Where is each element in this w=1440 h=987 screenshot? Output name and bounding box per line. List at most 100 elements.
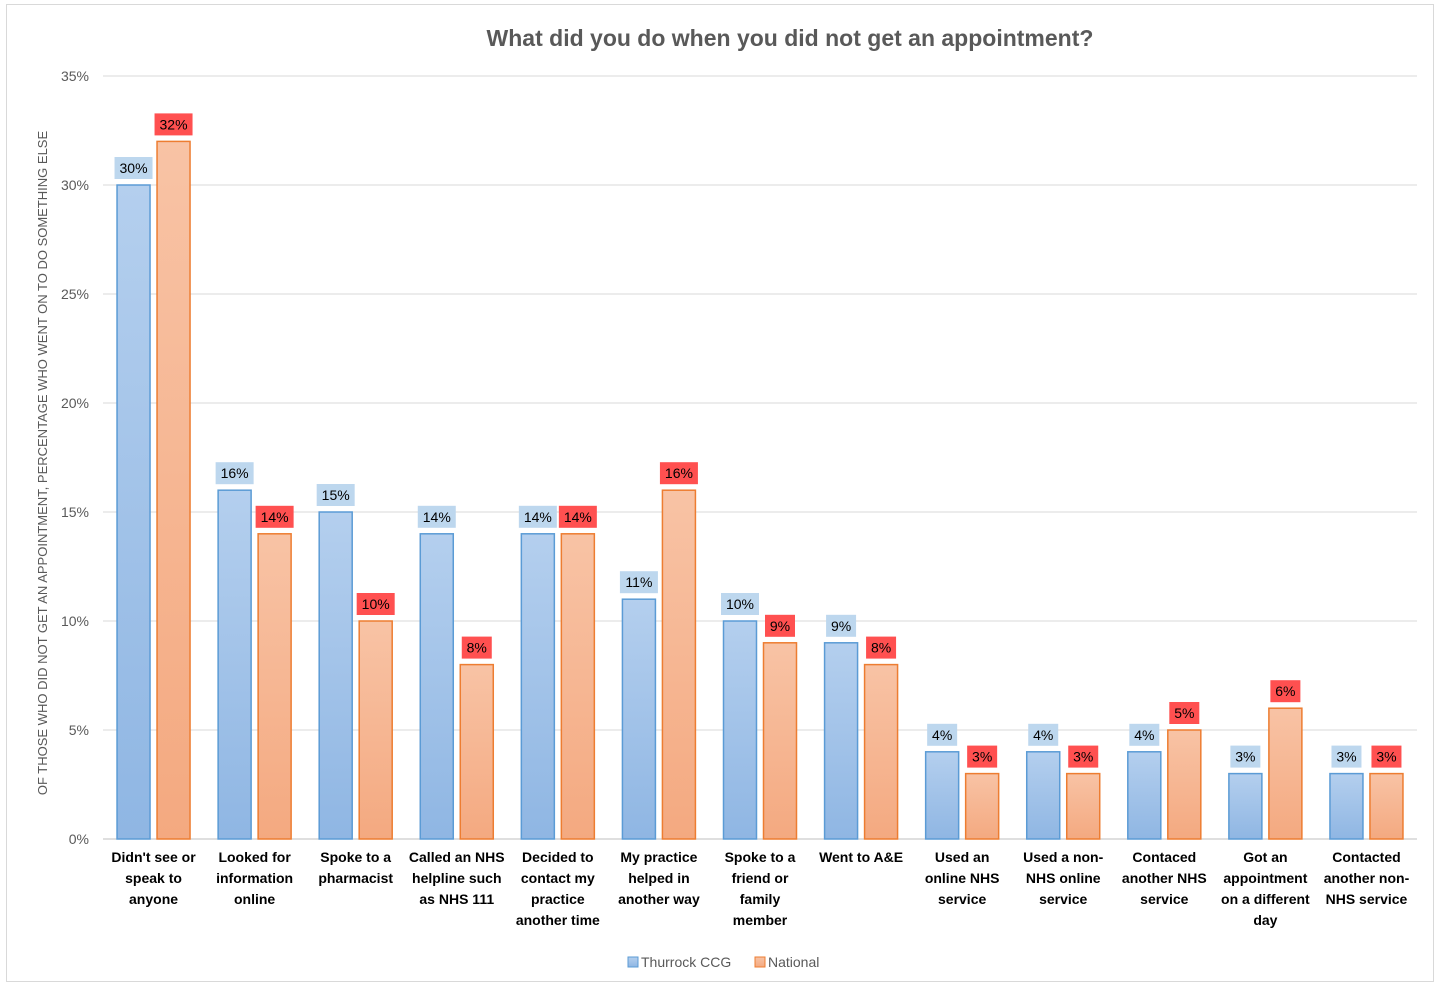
- x-category-label: Used a non-: [1023, 849, 1103, 865]
- x-category-label: family: [740, 891, 781, 907]
- y-tick-label: 0%: [69, 831, 89, 847]
- legend-label: National: [768, 954, 819, 970]
- data-label-bg: [114, 157, 153, 179]
- x-category-label: Contaced: [1132, 849, 1196, 865]
- data-label-bg: [927, 723, 958, 746]
- x-category-label: NHS service: [1326, 891, 1408, 907]
- x-category-label: Spoke to a: [320, 849, 391, 865]
- data-label: 8%: [871, 640, 891, 656]
- chart-frame: What did you do when you did not get an …: [6, 4, 1434, 982]
- data-label-bg: [1270, 680, 1301, 703]
- bars: [116, 140, 1404, 840]
- x-axis-categories: Didn't see or speak to anyone Looked for inf…: [111, 849, 1409, 928]
- x-category-label: anyone: [129, 891, 178, 907]
- x-category-label: service: [1039, 891, 1087, 907]
- bar-chart: What did you do when you did not get an …: [35, 25, 1417, 970]
- data-label-bg: [765, 614, 795, 637]
- x-category-label: another NHS: [1122, 870, 1207, 886]
- x-category-label: online NHS: [925, 870, 1000, 886]
- x-category-label: member: [733, 912, 788, 928]
- bar-thurrock: [1025, 751, 1061, 840]
- bar-thurrock: [1228, 772, 1263, 840]
- data-label-bg: [967, 745, 998, 768]
- gridlines: [103, 75, 1417, 840]
- y-tick-label: 5%: [69, 722, 89, 738]
- x-category-label: friend or: [732, 870, 789, 886]
- data-label: 6%: [1275, 683, 1295, 699]
- x-category-label: Contacted: [1332, 849, 1400, 865]
- bar-national: [863, 663, 899, 840]
- x-category-label: as NHS 111: [419, 891, 494, 907]
- bar-thurrock: [1329, 772, 1364, 840]
- data-label-bg: [518, 505, 557, 528]
- x-category-label: service: [938, 891, 986, 907]
- data-label: 3%: [1336, 749, 1356, 765]
- bar-thurrock: [924, 751, 960, 840]
- x-category-label: contact my: [521, 870, 595, 886]
- bar-national: [1369, 772, 1404, 840]
- data-label: 10%: [362, 596, 390, 612]
- data-label-bg: [1068, 745, 1099, 768]
- data-label: 5%: [1174, 705, 1194, 721]
- y-tick-label: 20%: [61, 395, 89, 411]
- x-category-label: My practice: [620, 849, 697, 865]
- bar-national: [1167, 729, 1202, 840]
- data-label-bg: [826, 614, 857, 637]
- bar-national: [661, 489, 697, 840]
- data-label: 9%: [831, 618, 851, 634]
- y-tick-label: 30%: [61, 177, 89, 193]
- x-category-label: helped in: [628, 870, 689, 886]
- x-category-label: appointment: [1223, 870, 1307, 886]
- x-category-label: Used an: [935, 849, 989, 865]
- bar-thurrock: [318, 511, 353, 840]
- x-category-label: Went to A&E: [819, 849, 903, 865]
- data-label-bg: [619, 571, 658, 594]
- x-category-label: practice: [531, 891, 585, 907]
- data-labels: 30% 32% 16% 14% 15% 10% 14% 8% 14% 14% 11% 16% 10% 9%…: [114, 113, 1402, 768]
- y-tick-label: 25%: [61, 286, 89, 302]
- data-label-bg: [1331, 745, 1362, 768]
- data-label-bg: [659, 462, 698, 485]
- data-label-bg: [1230, 745, 1261, 768]
- legend: Thurrock CCG National: [627, 954, 819, 970]
- bar-national: [459, 663, 495, 840]
- data-label-bg: [356, 593, 395, 615]
- data-label: 3%: [1073, 749, 1093, 765]
- y-axis-label: OF THOSE WHO DID NOT GET AN APPOINTMENT,…: [35, 131, 50, 796]
- x-category-label: Got an: [1243, 849, 1287, 865]
- data-label: 16%: [665, 465, 693, 481]
- x-category-label: another non-: [1324, 870, 1410, 886]
- chart-title: What did you do when you did not get an …: [487, 25, 1094, 51]
- data-label: 4%: [932, 727, 952, 743]
- x-category-label: pharmacist: [318, 870, 393, 886]
- bar-thurrock: [217, 489, 252, 840]
- x-category-label: Looked for: [218, 849, 291, 865]
- data-label-bg: [461, 636, 492, 659]
- x-category-label: speak to: [125, 870, 182, 886]
- x-category-label: day: [1253, 912, 1277, 928]
- x-category-label: Spoke to a: [725, 849, 796, 865]
- legend-swatch: [627, 956, 639, 968]
- data-label: 32%: [160, 116, 188, 132]
- bar-national: [560, 533, 596, 840]
- data-label: 10%: [726, 596, 754, 612]
- bar-national: [964, 772, 1000, 840]
- data-label: 3%: [1376, 749, 1396, 765]
- bar-thurrock: [621, 598, 657, 840]
- data-label-bg: [417, 505, 456, 528]
- data-label: 15%: [322, 487, 350, 503]
- data-label: 9%: [770, 618, 790, 634]
- data-label: 11%: [625, 574, 652, 590]
- bar-national: [257, 533, 292, 840]
- data-label: 3%: [972, 749, 992, 765]
- bar-national: [762, 642, 798, 840]
- data-label: 14%: [564, 509, 592, 525]
- data-label: 16%: [221, 465, 249, 481]
- x-category-label: Decided to: [522, 849, 594, 865]
- data-label: 3%: [1235, 749, 1255, 765]
- data-label-bg: [316, 484, 355, 506]
- x-category-label: helpline such: [412, 870, 501, 886]
- data-label-bg: [154, 113, 193, 136]
- bar-national: [156, 140, 191, 840]
- data-label-bg: [1169, 702, 1200, 724]
